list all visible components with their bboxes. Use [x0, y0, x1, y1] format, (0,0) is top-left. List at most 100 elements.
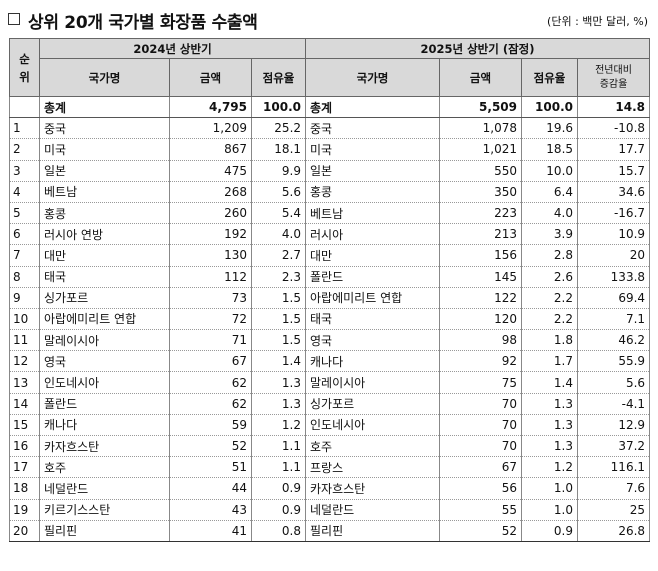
yoy-cell: 37.2: [577, 435, 651, 458]
rank-cell: 4: [9, 181, 40, 203]
country-2025: 프랑스: [305, 456, 441, 479]
country-2024: 필리핀: [39, 520, 170, 542]
table-row: 9 싱가포르 73 1.5 아랍에미리트 연합 122 2.2 69.4: [9, 287, 651, 309]
header-yoy: 전년대비 증감율: [577, 58, 651, 97]
rank-cell: 6: [9, 223, 40, 246]
share-2024: 0.9: [250, 499, 307, 521]
country-2025: 홍콩: [305, 181, 441, 203]
total-share-2025: 100.0: [521, 96, 579, 119]
amount-2024: 260: [169, 202, 252, 225]
share-2025: 18.5: [521, 138, 579, 161]
total-rank-cell: [9, 96, 40, 119]
country-2024: 영국: [39, 350, 170, 373]
amount-2024: 475: [169, 160, 252, 182]
amount-2025: 52: [439, 520, 523, 542]
table-row: 14 폴란드 62 1.3 싱가포르 70 1.3 -4.1: [9, 393, 651, 415]
amount-2025: 1,021: [439, 138, 523, 161]
total-share-2024: 100.0: [250, 96, 307, 119]
country-2025: 인도네시아: [305, 414, 441, 437]
share-2024: 5.4: [250, 202, 307, 225]
country-2025: 네덜란드: [305, 499, 441, 521]
total-label-2024: 총계: [39, 96, 170, 119]
country-2025: 대만: [305, 244, 441, 267]
country-2025: 중국: [305, 117, 441, 140]
table-row: 7 대만 130 2.7 대만 156 2.8 20: [9, 244, 651, 267]
yoy-cell: 12.9: [577, 414, 651, 437]
country-2024: 홍콩: [39, 202, 170, 225]
amount-2024: 51: [169, 456, 252, 479]
amount-2025: 223: [439, 202, 523, 225]
share-2024: 0.8: [250, 520, 307, 542]
rank-cell: 17: [9, 456, 40, 479]
rank-cell: 10: [9, 308, 40, 331]
total-yoy: 14.8: [577, 96, 651, 119]
rank-cell: 11: [9, 329, 40, 352]
country-2024: 대만: [39, 244, 170, 267]
country-2025: 카자흐스탄: [305, 477, 441, 500]
share-2025: 2.2: [521, 287, 579, 309]
rank-cell: 18: [9, 477, 40, 500]
share-2024: 5.6: [250, 181, 307, 203]
yoy-cell: -4.1: [577, 393, 651, 415]
amount-2024: 62: [169, 371, 252, 394]
amount-2025: 213: [439, 223, 523, 246]
country-2025: 싱가포르: [305, 393, 441, 415]
rank-cell: 7: [9, 244, 40, 267]
country-2024: 러시아 연방: [39, 223, 170, 246]
amount-2025: 120: [439, 308, 523, 331]
amount-2025: 98: [439, 329, 523, 352]
country-2024: 태국: [39, 266, 170, 288]
country-2024: 말레이시아: [39, 329, 170, 352]
yoy-cell: 17.7: [577, 138, 651, 161]
rank-cell: 1: [9, 117, 40, 140]
header-share-2025: 점유율: [521, 58, 579, 97]
share-2025: 10.0: [521, 160, 579, 182]
share-2024: 2.3: [250, 266, 307, 288]
rank-cell: 8: [9, 266, 40, 288]
header-amount-2025: 금액: [439, 58, 523, 97]
share-2025: 4.0: [521, 202, 579, 225]
country-2025: 영국: [305, 329, 441, 352]
share-2024: 4.0: [250, 223, 307, 246]
header-rank-line2: 위: [19, 69, 30, 84]
share-2025: 19.6: [521, 117, 579, 140]
amount-2024: 44: [169, 477, 252, 500]
rank-cell: 16: [9, 435, 40, 458]
table-row: 11 말레이시아 71 1.5 영국 98 1.8 46.2: [9, 329, 651, 352]
header-period-2024: 2024년 상반기: [38, 38, 307, 59]
share-2025: 1.4: [521, 371, 579, 394]
amount-2024: 130: [169, 244, 252, 267]
country-2024: 일본: [39, 160, 170, 182]
share-2024: 9.9: [250, 160, 307, 182]
amount-2025: 122: [439, 287, 523, 309]
rank-cell: 3: [9, 160, 40, 182]
country-2025: 태국: [305, 308, 441, 331]
header-yoy-line2: 증감율: [599, 78, 628, 90]
table-row: 12 영국 67 1.4 캐나다 92 1.7 55.9: [9, 350, 651, 373]
yoy-cell: 20: [577, 244, 651, 267]
share-2025: 2.6: [521, 266, 579, 288]
rank-cell: 15: [9, 414, 40, 437]
table-row: 18 네덜란드 44 0.9 카자흐스탄 56 1.0 7.6: [9, 477, 651, 500]
share-2025: 1.3: [521, 435, 579, 458]
yoy-cell: -16.7: [577, 202, 651, 225]
amount-2024: 71: [169, 329, 252, 352]
amount-2024: 59: [169, 414, 252, 437]
amount-2025: 156: [439, 244, 523, 267]
checkbox-square-icon: [8, 13, 20, 25]
amount-2024: 52: [169, 435, 252, 458]
amount-2025: 70: [439, 414, 523, 437]
header-rank-line1: 순: [19, 51, 30, 66]
yoy-cell: 10.9: [577, 223, 651, 246]
country-2025: 캐나다: [305, 350, 441, 373]
rank-cell: 20: [9, 520, 40, 542]
header-country-2025: 국가명: [305, 58, 441, 97]
yoy-cell: 15.7: [577, 160, 651, 182]
rank-cell: 5: [9, 202, 40, 225]
table-row: 6 러시아 연방 192 4.0 러시아 213 3.9 10.9: [9, 223, 651, 246]
amount-2025: 92: [439, 350, 523, 373]
total-label-2025: 총계: [305, 96, 441, 119]
yoy-cell: -10.8: [577, 117, 651, 140]
yoy-cell: 26.8: [577, 520, 651, 542]
amount-2024: 62: [169, 393, 252, 415]
